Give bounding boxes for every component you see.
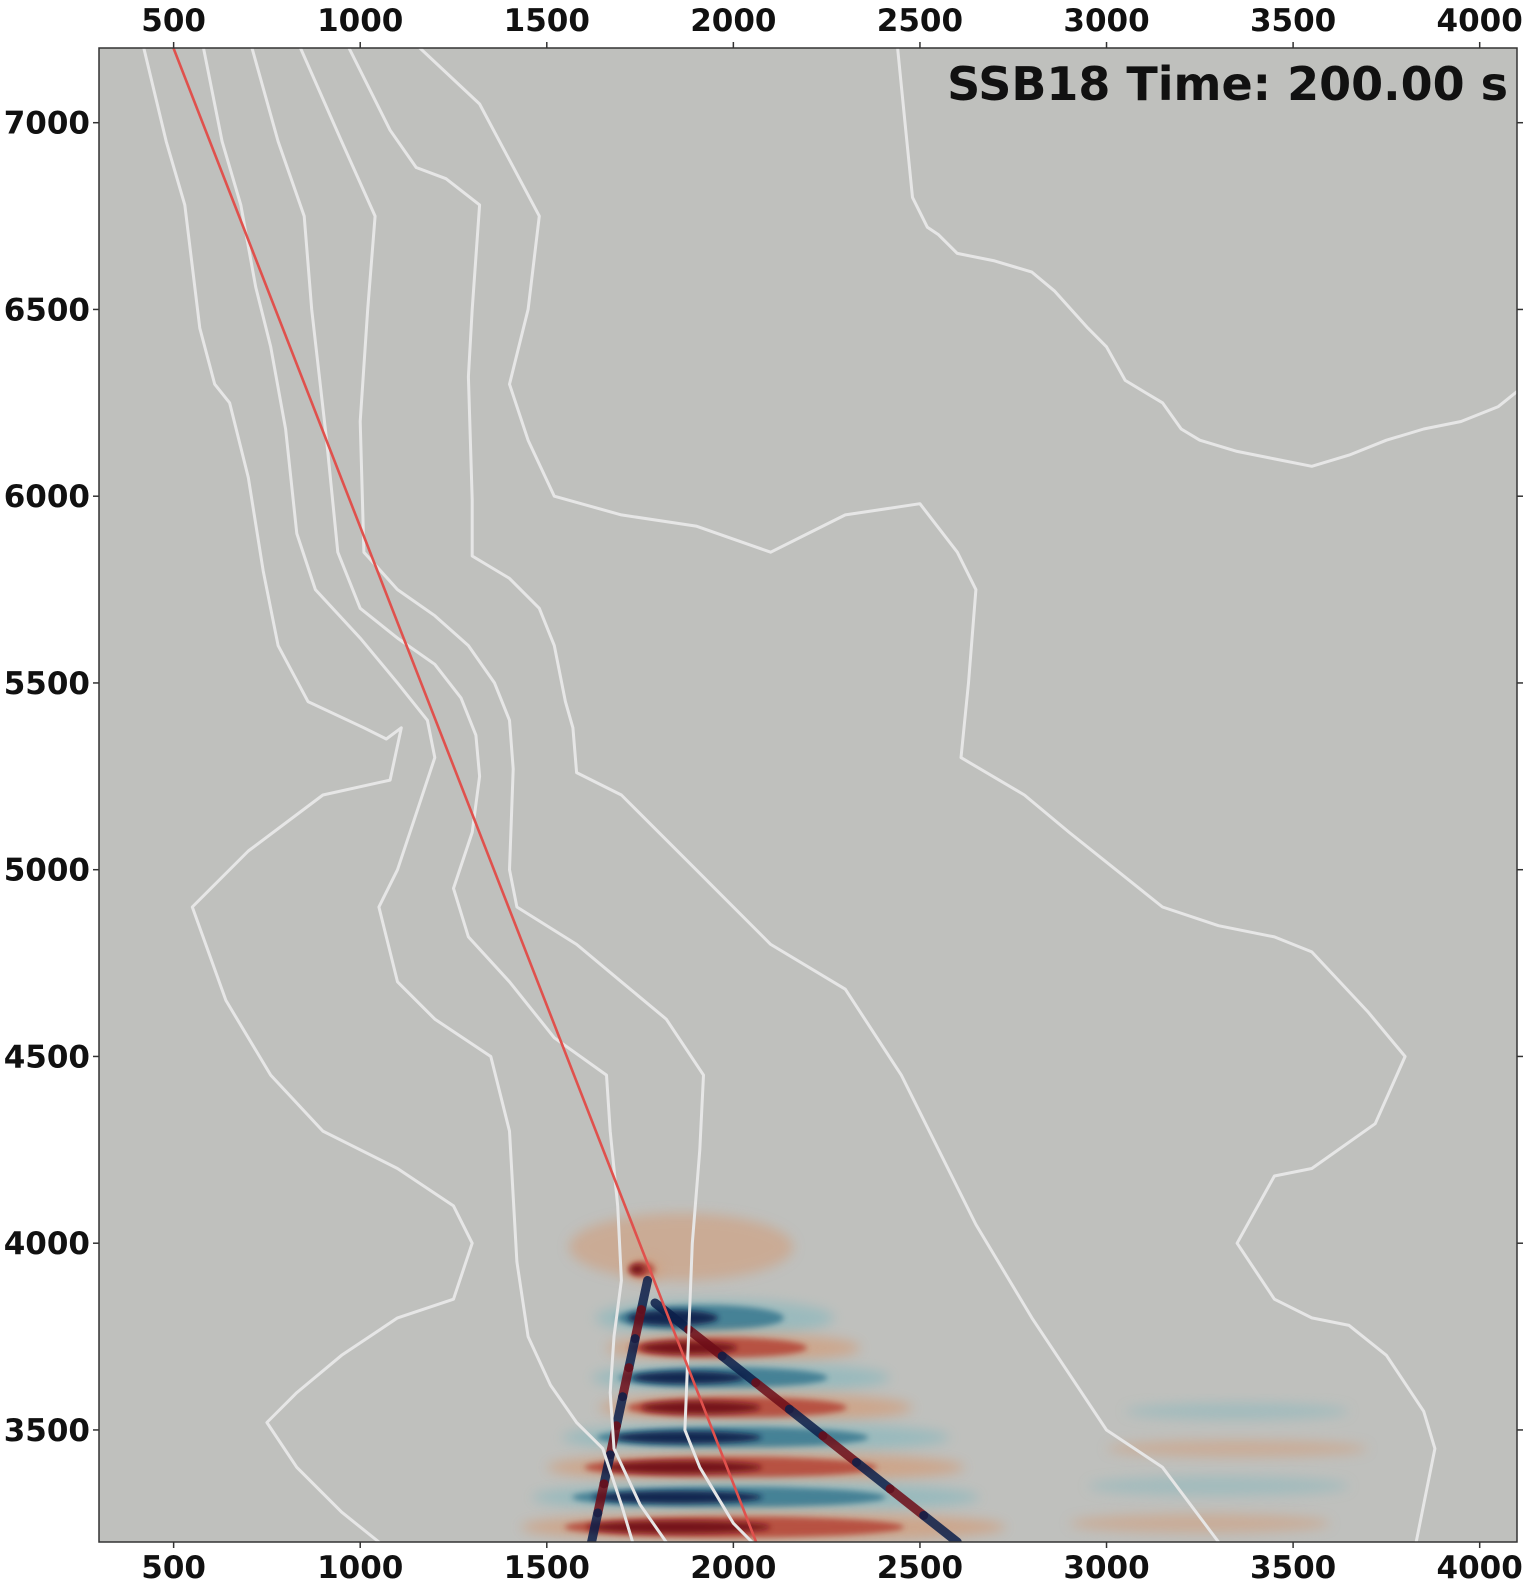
wave-band-negative	[591, 1362, 891, 1393]
wave-band-positive	[606, 1332, 861, 1363]
tick-layer: 500 500 1000 1000 1500 1500 2000 2000 2500 2500 30…	[4, 3, 1523, 1586]
contour-line	[142, 48, 474, 1542]
wave-band-positive	[625, 1258, 663, 1281]
contour-line	[250, 48, 668, 1542]
x-tick-label-top: 4000	[1437, 3, 1523, 39]
wave-band-negative	[1125, 1403, 1350, 1420]
wavefront-segment	[751, 1378, 794, 1414]
x-tick-label-top: 2000	[690, 3, 776, 39]
y-tick-label-left: 3500	[4, 1413, 90, 1449]
x-tick-label-bottom: 2000	[690, 1550, 776, 1586]
x-tick-label-top: 1500	[504, 3, 590, 39]
wavefront-segment	[618, 1363, 634, 1402]
wavefront-segment	[784, 1404, 828, 1441]
contour-line	[202, 48, 635, 1542]
wavefront-segment	[630, 1305, 646, 1344]
wavefront-segment	[611, 1392, 628, 1431]
wave-band-halo	[1087, 1476, 1350, 1496]
x-tick-label-top: 500	[141, 3, 206, 39]
x-tick-label-bottom: 4000	[1437, 1550, 1523, 1586]
y-tick-label-left: 4500	[4, 1039, 90, 1075]
contour-line	[418, 48, 1437, 1542]
path-layer	[172, 48, 758, 1542]
y-tick-label-left: 5500	[4, 666, 90, 702]
wavefront-segment	[818, 1431, 862, 1467]
y-tick-label-left: 5000	[4, 853, 90, 889]
wave-band-halo	[1125, 1403, 1350, 1420]
wave-band-core	[630, 1264, 645, 1275]
wave-band-negative	[595, 1299, 835, 1337]
contour-layer	[142, 48, 1517, 1542]
wave-band-core	[631, 1371, 746, 1384]
wavefront-segment	[599, 1450, 615, 1489]
wave-band-halo	[569, 1213, 794, 1281]
wavefront-segment	[852, 1457, 895, 1494]
x-tick-label-bottom: 3500	[1250, 1550, 1336, 1586]
chart-title: SSB18 Time: 200.00 s	[947, 57, 1508, 111]
wavefront-segment	[684, 1325, 727, 1361]
wavefront-segment	[885, 1484, 929, 1520]
x-tick-label-bottom: 1000	[317, 1550, 403, 1586]
wave-band-positive	[1069, 1513, 1331, 1533]
x-tick-label-top: 2500	[877, 3, 963, 39]
plot-frame	[98, 47, 1518, 1543]
wavefront-segment	[919, 1510, 962, 1542]
y-tick-label-left: 6000	[4, 479, 90, 515]
y-tick-label-left: 4000	[4, 1226, 90, 1262]
wavefront-segment	[593, 1479, 609, 1518]
x-tick-label-top: 3000	[1063, 3, 1149, 39]
wavefront-segment	[587, 1508, 603, 1542]
wavefront-segment	[717, 1351, 761, 1388]
wave-band-positive	[599, 1392, 913, 1423]
x-tick-label-top: 3500	[1250, 3, 1336, 39]
wave-band-positive	[1106, 1440, 1368, 1457]
plot-background	[99, 48, 1517, 1542]
y-tick-label-left: 6500	[4, 292, 90, 328]
contour-line	[299, 48, 754, 1542]
wave-band-negative	[561, 1422, 950, 1453]
contour-line	[896, 48, 1517, 468]
x-tick-label-bottom: 3000	[1063, 1550, 1149, 1586]
wave-band-negative	[1087, 1476, 1350, 1496]
wave-band-core	[586, 1520, 771, 1534]
plot-area	[142, 48, 1517, 1542]
wave-band-halo	[1069, 1513, 1331, 1533]
wave-band-core	[603, 1461, 763, 1474]
wave-band-halo	[1106, 1440, 1368, 1457]
x-tick-label-bottom: 2500	[877, 1550, 963, 1586]
path-line	[172, 48, 758, 1542]
wavefront-segment	[650, 1298, 694, 1335]
wavefront-segment	[636, 1276, 653, 1315]
wave-band-positive	[520, 1512, 1006, 1542]
wave-band-core	[641, 1401, 761, 1414]
x-tick-label-bottom: 1500	[504, 1550, 590, 1586]
y-tick-label-left: 7000	[4, 106, 90, 142]
wavefield-layer	[520, 1213, 1368, 1542]
wave-band-positive	[569, 1213, 794, 1281]
x-tick-label-bottom: 500	[141, 1550, 206, 1586]
wavefront-segment	[624, 1334, 640, 1373]
x-tick-label-top: 1000	[317, 3, 403, 39]
contour-line	[347, 48, 1220, 1542]
